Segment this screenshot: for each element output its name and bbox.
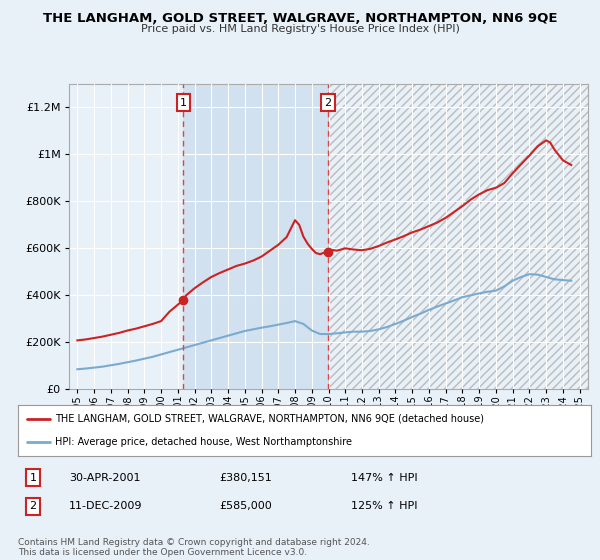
Text: Price paid vs. HM Land Registry's House Price Index (HPI): Price paid vs. HM Land Registry's House …: [140, 24, 460, 34]
Bar: [328, 84, 588, 389]
Text: 1: 1: [29, 473, 37, 483]
Text: 2: 2: [29, 501, 37, 511]
Text: 30-APR-2001: 30-APR-2001: [69, 473, 140, 483]
Text: 1: 1: [180, 98, 187, 108]
Text: £585,000: £585,000: [219, 501, 272, 511]
Text: 125% ↑ HPI: 125% ↑ HPI: [351, 501, 418, 511]
Text: £380,151: £380,151: [219, 473, 272, 483]
Text: THE LANGHAM, GOLD STREET, WALGRAVE, NORTHAMPTON, NN6 9QE (detached house): THE LANGHAM, GOLD STREET, WALGRAVE, NORT…: [55, 414, 484, 424]
Text: 2: 2: [324, 98, 331, 108]
Text: HPI: Average price, detached house, West Northamptonshire: HPI: Average price, detached house, West…: [55, 437, 352, 447]
Bar: [184, 84, 328, 389]
Text: 11-DEC-2009: 11-DEC-2009: [69, 501, 143, 511]
Text: Contains HM Land Registry data © Crown copyright and database right 2024.
This d: Contains HM Land Registry data © Crown c…: [18, 538, 370, 557]
Text: THE LANGHAM, GOLD STREET, WALGRAVE, NORTHAMPTON, NN6 9QE: THE LANGHAM, GOLD STREET, WALGRAVE, NORT…: [43, 12, 557, 25]
Text: 147% ↑ HPI: 147% ↑ HPI: [351, 473, 418, 483]
